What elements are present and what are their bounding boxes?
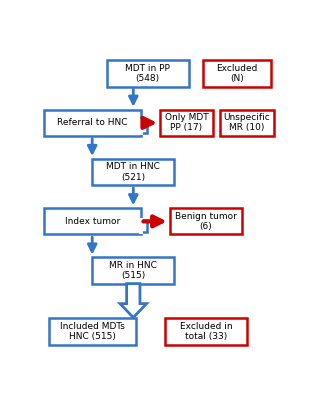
- FancyBboxPatch shape: [44, 110, 140, 136]
- Text: MR in HNC
(515): MR in HNC (515): [110, 261, 157, 280]
- FancyBboxPatch shape: [140, 220, 147, 232]
- FancyBboxPatch shape: [92, 258, 174, 284]
- Text: Only MDT
PP (17): Only MDT PP (17): [165, 113, 208, 132]
- FancyBboxPatch shape: [220, 110, 274, 136]
- FancyBboxPatch shape: [203, 60, 271, 86]
- Text: Unspecific
MR (10): Unspecific MR (10): [224, 113, 270, 132]
- Text: Benign tumor
(6): Benign tumor (6): [175, 212, 237, 231]
- Text: Excluded
(N): Excluded (N): [217, 64, 258, 83]
- Text: Excluded in
total (33): Excluded in total (33): [179, 322, 232, 341]
- Text: Referral to HNC: Referral to HNC: [57, 118, 127, 127]
- Polygon shape: [120, 284, 147, 318]
- Text: Included MDTs
HNC (515): Included MDTs HNC (515): [60, 322, 124, 341]
- FancyBboxPatch shape: [49, 318, 136, 345]
- Text: MDT in PP
(548): MDT in PP (548): [125, 64, 170, 83]
- FancyBboxPatch shape: [44, 208, 140, 234]
- FancyBboxPatch shape: [140, 121, 147, 133]
- FancyBboxPatch shape: [160, 110, 213, 136]
- FancyBboxPatch shape: [170, 208, 242, 234]
- FancyBboxPatch shape: [92, 159, 174, 185]
- FancyBboxPatch shape: [107, 60, 189, 86]
- FancyBboxPatch shape: [165, 318, 247, 345]
- Text: MDT in HNC
(521): MDT in HNC (521): [106, 162, 160, 182]
- Text: Index tumor: Index tumor: [65, 217, 120, 226]
